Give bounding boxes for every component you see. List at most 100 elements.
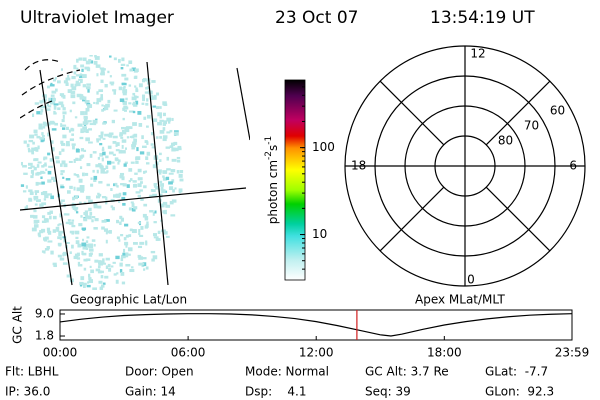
instrument: Ultraviolet Imager: [20, 8, 174, 28]
pixel: [79, 75, 84, 78]
pixel: [100, 79, 104, 83]
pixel: [59, 257, 65, 261]
pixel: [157, 122, 162, 126]
pixel: [168, 186, 174, 191]
pixel: [108, 134, 113, 138]
pixel: [32, 113, 35, 118]
pixel: [141, 135, 144, 140]
pixel: [145, 156, 149, 160]
pixel: [55, 156, 60, 160]
pixel: [60, 68, 63, 71]
pixel: [155, 186, 159, 190]
pixel: [140, 198, 144, 201]
pixel: [129, 126, 133, 130]
pixel: [121, 126, 125, 130]
pixel: [87, 281, 90, 284]
pixel: [47, 193, 53, 196]
pixel: [119, 172, 125, 176]
pixel: [121, 129, 125, 133]
pixel: [91, 219, 94, 223]
time: 13:54:19 UT: [430, 8, 535, 28]
pixel: [178, 188, 183, 193]
pixel: [60, 199, 65, 202]
pixel: [104, 133, 108, 137]
pixel: [108, 230, 112, 234]
pixel: [121, 139, 127, 143]
pixel: [102, 122, 107, 125]
pixel: [142, 97, 146, 102]
pixel: [26, 143, 30, 148]
pixel: [102, 195, 107, 199]
pixel: [27, 149, 31, 153]
pixel: [145, 240, 148, 244]
pixel: [146, 125, 149, 128]
pixel: [168, 120, 171, 124]
pixel: [130, 201, 134, 204]
pixel: [149, 194, 155, 198]
pixel: [81, 282, 87, 286]
pixel: [82, 130, 87, 133]
pixel: [43, 164, 47, 167]
pixel: [104, 275, 109, 279]
pixel: [73, 255, 79, 260]
pixel: [118, 58, 121, 63]
pixel: [137, 110, 142, 115]
pixel: [171, 147, 176, 152]
pixel: [88, 59, 92, 63]
pixel: [22, 190, 27, 193]
pixel: [72, 90, 76, 94]
pixel: [150, 188, 153, 192]
pixel: [39, 137, 45, 140]
pixel: [34, 190, 40, 193]
pixel: [128, 253, 131, 256]
pixel: [71, 224, 76, 228]
pixel: [71, 75, 76, 80]
pixel: [122, 183, 127, 187]
pixel: [96, 98, 102, 103]
pixel: [171, 117, 174, 121]
pixel: [174, 130, 179, 133]
pixel: [134, 138, 138, 143]
pixel: [81, 74, 87, 78]
pixel: [70, 83, 74, 88]
mlt-label: 12: [470, 47, 485, 61]
pixel: [152, 233, 158, 237]
pixel: [162, 112, 166, 117]
pixel: [20, 161, 23, 166]
pixel: [120, 271, 125, 276]
pixel: [74, 208, 78, 212]
pixel: [68, 129, 71, 133]
pixel: [53, 105, 57, 110]
pixel: [157, 230, 161, 235]
pixel: [81, 227, 87, 230]
pixel: [51, 90, 57, 94]
pixel: [128, 102, 132, 105]
colorbar: [284, 79, 306, 281]
pixel: [46, 227, 51, 231]
pixel: [119, 269, 123, 273]
info-field: Gain: 14: [125, 385, 176, 399]
pixel: [128, 234, 132, 238]
pixel: [41, 134, 45, 138]
pixel: [144, 140, 148, 144]
pixel: [95, 164, 100, 168]
pixel: [43, 250, 46, 254]
pixel: [129, 268, 135, 273]
pixel: [162, 170, 168, 174]
pixel: [93, 203, 98, 207]
pixel: [173, 131, 179, 136]
pixel: [176, 170, 180, 174]
pixel: [88, 141, 93, 144]
pixel: [154, 210, 157, 214]
pixel: [43, 198, 47, 201]
pixel: [71, 133, 75, 136]
pixel: [150, 132, 154, 136]
pixel: [57, 254, 62, 258]
pixel: [34, 203, 38, 206]
pixel: [88, 199, 93, 204]
pixel: [113, 109, 118, 112]
pixel: [89, 211, 93, 216]
pixel: [162, 101, 167, 106]
pixel: [57, 242, 62, 246]
pixel: [121, 57, 125, 62]
